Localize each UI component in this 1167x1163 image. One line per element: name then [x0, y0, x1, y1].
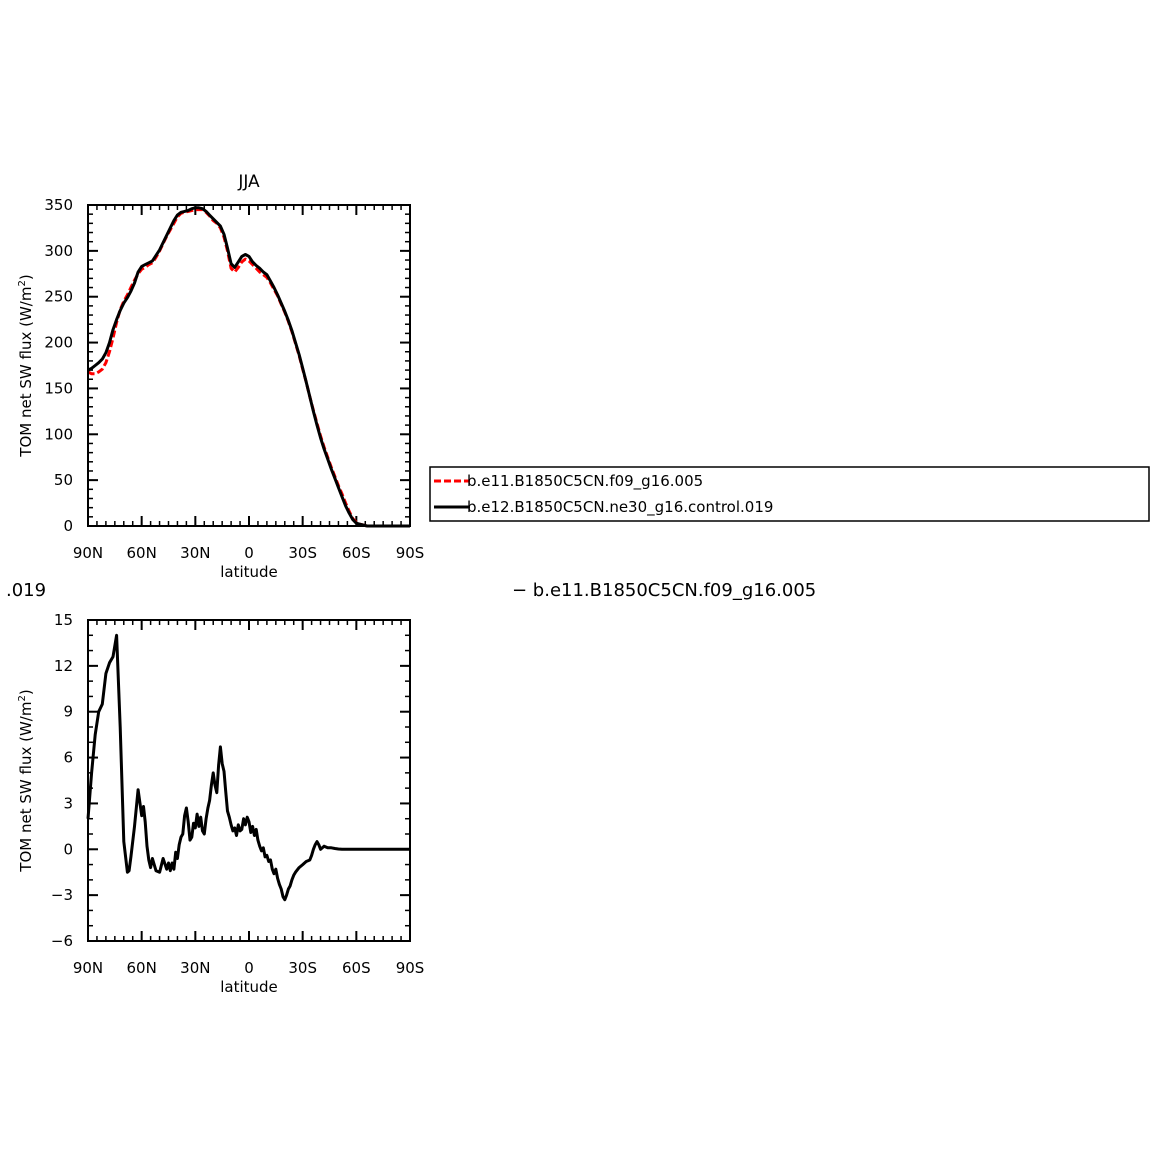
- chart-top-jja: 90N 60N 30N 0 30S 60S 90S 0 50 100 150 200 250 300 350…: [17, 172, 424, 581]
- clipped-label-right: − b.e11.B1850C5CN.f09_g16.005: [512, 580, 817, 601]
- x-tick-label: 30S: [288, 544, 317, 562]
- y-tick-label: −3: [51, 886, 73, 904]
- y-tick-label: 200: [44, 334, 73, 352]
- y-tick-label: 350: [44, 196, 73, 214]
- legend-label-1: b.e11.B1850C5CN.f09_g16.005: [467, 472, 703, 491]
- x-tick-label: 30N: [180, 959, 210, 977]
- plot-frame: [87, 619, 411, 942]
- x-tick-label: 90S: [396, 959, 425, 977]
- x-tick-label: 90S: [396, 544, 425, 562]
- x-axis-label: latitude: [220, 563, 278, 581]
- y-tick-label: −6: [51, 932, 73, 950]
- y-tick-label: 12: [54, 657, 73, 675]
- legend-label-2: b.e12.B1850C5CN.ne30_g16.control.019: [467, 498, 773, 517]
- x-tick-label: 30N: [180, 544, 210, 562]
- x-tick-label: 0: [244, 959, 254, 977]
- clipped-label-left: .019: [6, 580, 47, 601]
- x-axis-label: latitude: [220, 978, 278, 996]
- chart-title: JJA: [237, 172, 260, 192]
- x-tick-label: 90N: [73, 959, 103, 977]
- y-tick-label: 100: [44, 425, 73, 443]
- x-tick-label: 90N: [73, 544, 103, 562]
- y-axis-label: TOM net SW flux (W/m2): [17, 689, 35, 872]
- x-tick-label: 60S: [342, 544, 371, 562]
- x-tick-label: 60N: [127, 959, 157, 977]
- y-tick-label: 9: [63, 703, 73, 721]
- chart-bottom-difference: 90N 60N 30N 0 30S 60S 90S −6 −3 0 3 6 9 12 15 latitude T…: [17, 611, 424, 996]
- x-tick-label: 0: [244, 544, 254, 562]
- y-tick-label: 3: [63, 794, 73, 812]
- legend-box: [429, 466, 1150, 522]
- y-tick-label: 150: [44, 379, 73, 397]
- x-tick-label: 60N: [127, 544, 157, 562]
- y-tick-label: 0: [63, 517, 73, 535]
- legend-top: b.e11.B1850C5CN.f09_g16.005 b.e12.B1850C5…: [429, 466, 1150, 522]
- series-line-2: [87, 206, 410, 528]
- y-tick-label: 0: [63, 840, 73, 858]
- plot-frame: [87, 204, 411, 527]
- x-tick-label: 60S: [342, 959, 371, 977]
- y-tick-label: 6: [63, 749, 73, 767]
- y-axis-label: TOM net SW flux (W/m2): [17, 274, 35, 457]
- x-tick-label: 30S: [288, 959, 317, 977]
- y-tick-label: 250: [44, 288, 73, 306]
- y-tick-label: 15: [54, 611, 73, 629]
- y-tick-label: 50: [54, 471, 73, 489]
- series-line-1: [86, 633, 410, 902]
- y-tick-label: 300: [44, 242, 73, 260]
